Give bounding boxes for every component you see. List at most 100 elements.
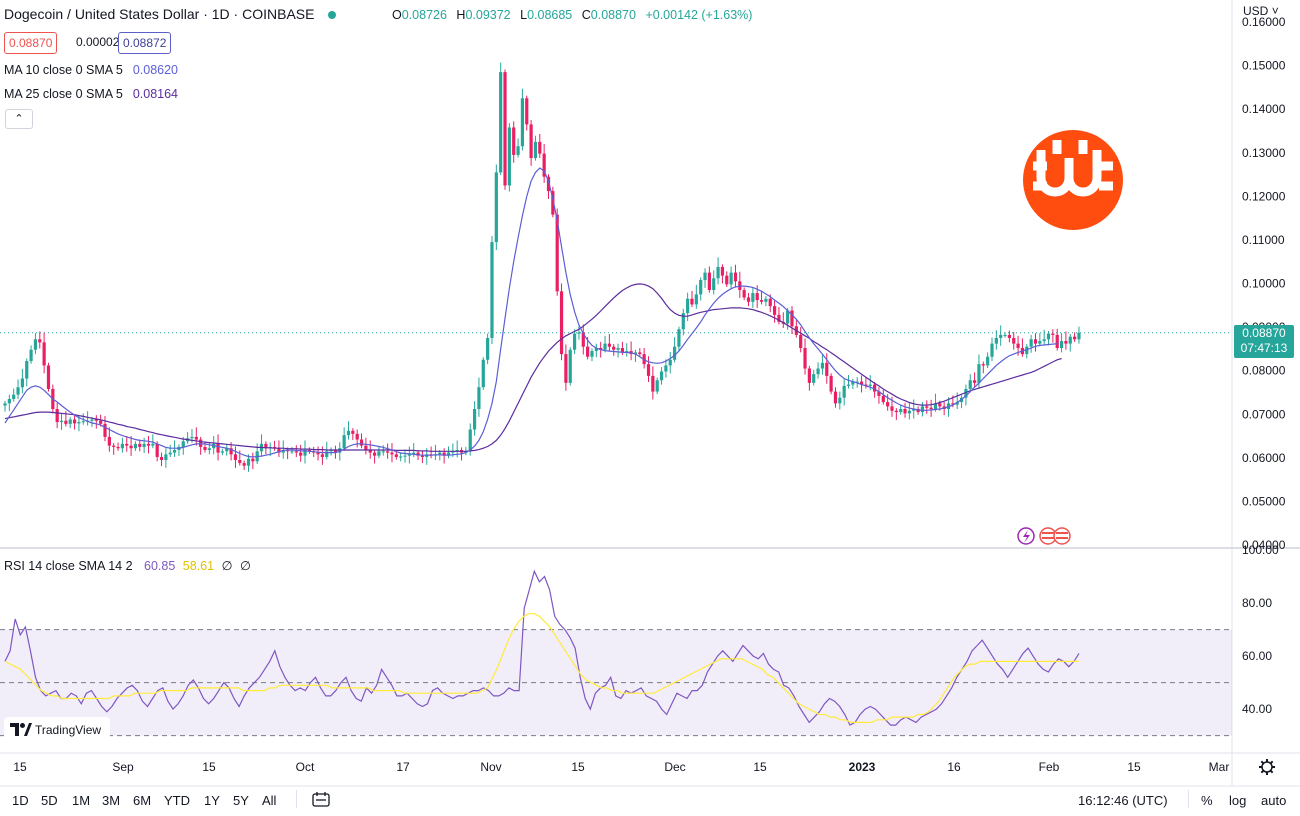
collapse-legend-button[interactable]: ⌃ — [5, 109, 33, 129]
candle-body — [938, 403, 942, 407]
candle-body — [151, 443, 155, 446]
candle-body — [516, 146, 520, 155]
ma10-line — [4, 167, 1058, 458]
candle-body — [903, 409, 907, 414]
timeframe-1m[interactable]: 1M — [72, 793, 91, 808]
candle-body — [625, 351, 629, 353]
candle-body — [899, 409, 903, 413]
currency-selector[interactable]: USD ˅ — [1243, 4, 1279, 18]
ask-price-box[interactable]: 0.08872 — [118, 32, 172, 54]
candle-body — [368, 449, 372, 453]
candle-body — [729, 272, 733, 285]
timeframe-1d[interactable]: 1D — [12, 793, 29, 808]
rsi-value: 60.85 — [144, 559, 176, 573]
candle-body — [325, 451, 329, 457]
ma10-legend[interactable]: MA 10 close 0 SMA 5 0.08620 — [4, 63, 178, 77]
candle-body — [890, 406, 894, 411]
date-range-icon[interactable] — [312, 791, 330, 807]
candle-body — [512, 127, 516, 155]
timeframe-ytd[interactable]: YTD — [164, 793, 190, 808]
candle-body — [503, 72, 507, 186]
candle-body — [112, 445, 116, 447]
candle-body — [559, 291, 564, 355]
candle-body — [881, 395, 885, 403]
candle-body — [403, 455, 407, 457]
candle-body — [733, 272, 738, 282]
candle-body — [777, 314, 781, 322]
candle-body — [864, 384, 868, 386]
timeframe-1y[interactable]: 1Y — [204, 793, 220, 808]
candle-body — [59, 420, 64, 423]
candle-body — [46, 365, 51, 389]
percent-scale-button[interactable]: % — [1201, 793, 1213, 808]
gear-tooth — [1260, 760, 1265, 765]
candle-body — [716, 266, 720, 279]
ohlc-low: 0.08685 — [527, 8, 573, 22]
candle-body — [242, 463, 246, 466]
timeframe-6m[interactable]: 6M — [133, 793, 152, 808]
candle-body — [207, 448, 211, 450]
rsi-legend[interactable]: RSI 14 close SMA 14 2 60.85 58.61 ∅ ∅ — [4, 558, 251, 573]
time-tick-label: 2023 — [849, 760, 876, 774]
candle-body — [146, 443, 151, 446]
candle-body — [999, 334, 1003, 338]
settings-gear-icon[interactable] — [1259, 759, 1275, 775]
candle-body — [281, 449, 285, 453]
candle-body — [803, 348, 807, 369]
candle-body — [1051, 333, 1055, 335]
ohlc-change: +0.00142 (+1.63%) — [645, 8, 753, 22]
ma10-label: MA 10 close 0 SMA 5 — [4, 63, 123, 77]
rsi-tick-label: 80.00 — [1242, 596, 1272, 610]
candle-body — [359, 439, 364, 446]
chevron-up-icon: ⌃ — [14, 113, 24, 125]
candle-body — [607, 343, 611, 347]
candle-body — [725, 275, 729, 285]
candle-body — [599, 348, 603, 350]
candle-body — [920, 406, 925, 413]
time-tick-label: 15 — [1127, 760, 1141, 774]
bid-price-box[interactable]: 0.08870 — [4, 32, 58, 54]
candle-body — [307, 449, 311, 452]
toolbar-divider — [296, 790, 297, 808]
symbol-title[interactable]: Dogecoin / United States Dollar · 1D · C… — [4, 6, 315, 22]
candle-body — [55, 409, 59, 423]
ohlc-close: 0.08870 — [590, 8, 636, 22]
tradingview-logo[interactable]: TradingView — [4, 717, 110, 743]
candle-body — [499, 72, 503, 173]
candle-body — [720, 266, 725, 276]
utc-clock[interactable]: 16:12:46 (UTC) — [1078, 793, 1168, 808]
timeframe-all[interactable]: All — [262, 793, 277, 808]
candle-body — [925, 406, 929, 408]
timeframe-5d[interactable]: 5D — [41, 793, 58, 808]
candle-body — [555, 214, 559, 292]
candle-body — [72, 419, 77, 424]
time-tick-label: Nov — [480, 760, 501, 774]
ma10-value: 0.08620 — [132, 63, 178, 77]
spread-value: 0.00002 — [76, 35, 120, 49]
candle-body — [594, 348, 598, 352]
candle-body — [77, 422, 81, 424]
candle-body — [172, 449, 177, 453]
rsi-tick-label: 40.00 — [1242, 702, 1272, 716]
auto-scale-button[interactable]: auto — [1261, 793, 1287, 808]
candle-body — [1059, 341, 1064, 349]
log-scale-button[interactable]: log — [1229, 793, 1247, 808]
timeframe-3m[interactable]: 3M — [102, 793, 121, 808]
candle-body — [546, 176, 551, 192]
candle-body — [20, 378, 24, 388]
candle-body — [333, 449, 338, 453]
watermark-logo — [1023, 130, 1123, 230]
timeframe-5y[interactable]: 5Y — [233, 793, 249, 808]
candle-body — [990, 343, 994, 357]
candle-body — [851, 381, 855, 385]
gear-tooth — [1260, 769, 1265, 774]
ma25-legend[interactable]: MA 25 close 0 SMA 5 0.08164 — [4, 87, 178, 101]
candle-body — [199, 439, 203, 447]
last-price-value: 0.08870 — [1242, 326, 1286, 340]
candle-body — [1046, 333, 1051, 340]
candle-body — [99, 420, 103, 424]
candle-body — [759, 300, 764, 302]
candle-body — [342, 435, 346, 449]
